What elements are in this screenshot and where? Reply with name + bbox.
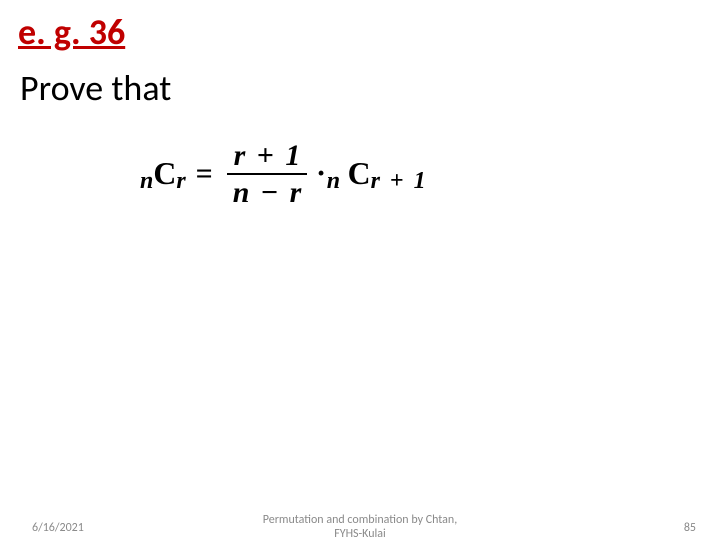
equals-sign: = [196,157,213,191]
footer-center-line2: FYHS-Kulai [263,528,457,540]
right-postsub: r + 1 [371,168,426,195]
num-l: r [234,139,246,172]
denominator: n − r [227,175,307,210]
rsub-op: + [390,168,404,194]
den-l: n [233,176,250,209]
example-heading: e. g. 36 [18,10,125,54]
rsub-r: 1 [414,168,426,194]
right-space [340,157,348,191]
footer-center-line1: Permutation and combination by Chtan, [263,514,457,528]
footer-page-number: 85 [684,521,696,535]
prove-that-text: Prove that [20,66,171,110]
left-postsub: r [176,168,185,195]
num-r: 1 [285,139,300,172]
num-op: + [257,139,274,172]
footer-date: 6/16/2021 [32,521,84,535]
slide: e. g. 36 Prove that n C r = r + 1 n − r … [0,0,720,540]
numerator: r + 1 [228,138,307,173]
heading-text: e. g. 36 [18,10,125,54]
left-C: C [153,156,176,192]
right-presub: n [327,168,340,195]
right-C: C [348,156,371,192]
den-op: − [261,176,278,209]
footer-center: Permutation and combination by Chtan, FY… [263,514,457,540]
left-presub: n [140,168,153,195]
den-r: r [290,176,302,209]
rsub-l: r [371,168,380,194]
fraction: r + 1 n − r [227,138,307,210]
dot-operator: ∙ [317,157,325,191]
formula: n C r = r + 1 n − r ∙ n C r + 1 [140,138,426,210]
